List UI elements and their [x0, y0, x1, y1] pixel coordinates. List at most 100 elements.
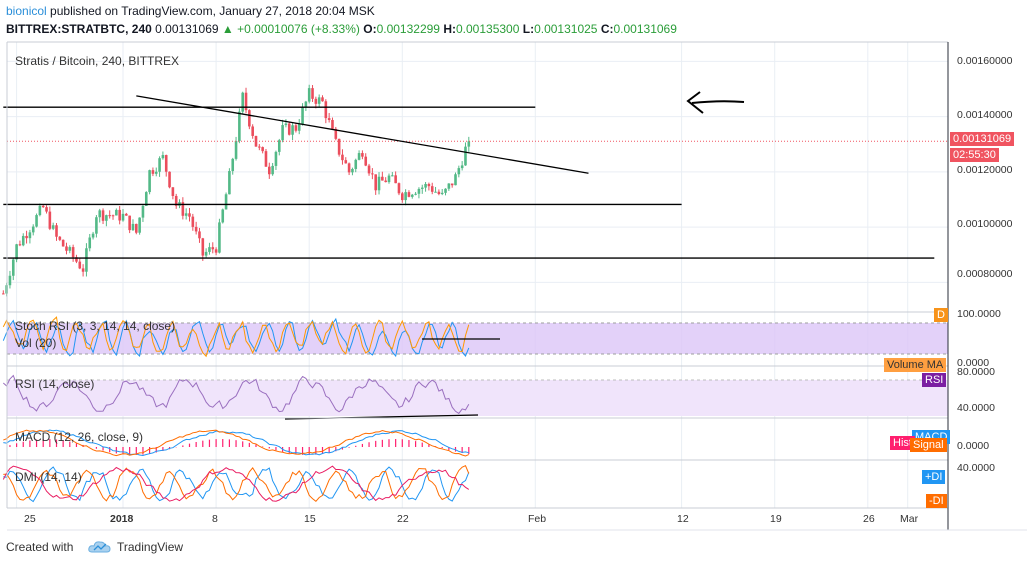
x-tick: 19: [770, 513, 782, 525]
dmi-tick: 40.0000: [957, 462, 995, 474]
candle-body: [201, 238, 205, 256]
candle-body: [311, 88, 314, 99]
candle-body: [404, 192, 407, 201]
candle-body: [91, 233, 95, 238]
candle-body: [224, 194, 228, 210]
candle-body: [457, 168, 461, 175]
candle-body: [244, 92, 248, 111]
candle-body: [277, 140, 281, 152]
plus-di-line: [3, 466, 470, 503]
open-value: 0.00132299: [376, 22, 440, 36]
candle-body: [304, 101, 308, 108]
hand-drawn-arrow-icon: [686, 91, 745, 114]
candle-body: [284, 123, 288, 126]
volume-label[interactable]: Vol (20): [15, 336, 57, 350]
plus-di-tag: +DI: [922, 470, 946, 484]
candle-body: [258, 146, 261, 148]
x-tick: 22: [397, 513, 409, 525]
hist-tag: Hist: [890, 436, 915, 450]
x-tick: 2018: [110, 513, 134, 525]
candle-body: [241, 92, 244, 112]
tradingview-link[interactable]: TradingView: [117, 540, 184, 554]
low-label: L:: [522, 22, 535, 36]
rsi-tick: 80.0000: [957, 366, 995, 378]
candle-body: [234, 141, 238, 159]
candle-body: [361, 153, 364, 157]
candle-body: [324, 101, 328, 119]
candle-body: [25, 235, 28, 239]
candle-body: [427, 183, 431, 187]
candle-body: [424, 183, 427, 188]
signal-tag: Signal: [910, 438, 947, 452]
rsi-label[interactable]: RSI (14, close): [15, 377, 95, 391]
candle-body: [151, 170, 155, 174]
candle-body: [297, 124, 301, 131]
candle-body: [108, 215, 111, 217]
candle-body: [164, 155, 168, 172]
candle-body: [111, 215, 115, 217]
price-tick: 0.00140000: [957, 109, 1013, 121]
candle-body: [81, 268, 85, 272]
candle-body: [381, 176, 384, 181]
candle-body: [387, 175, 391, 183]
candle-body: [271, 165, 274, 175]
last-price: 0.00131069: [155, 22, 219, 36]
candle-body: [38, 205, 42, 216]
candle-body: [31, 226, 35, 233]
macd-line: [3, 429, 469, 457]
candle-body: [204, 251, 208, 256]
x-tick: 8: [212, 513, 218, 525]
stoch-tick: 100.0000: [957, 308, 1001, 320]
candle-body: [8, 275, 12, 286]
candle-body: [208, 247, 211, 252]
tradingview-cloud-icon: [88, 541, 111, 553]
candle-body: [364, 156, 368, 166]
candle-body: [357, 153, 361, 160]
countdown-tag: 02:55:30: [950, 148, 999, 162]
x-tick: 12: [677, 513, 689, 525]
candle-body: [410, 194, 414, 197]
high-value: 0.00135300: [456, 22, 520, 36]
candle-body: [18, 244, 22, 246]
candle-body: [420, 187, 424, 189]
candle-body: [391, 175, 394, 177]
minus-di-tag: -DI: [926, 494, 947, 508]
candle-body: [158, 158, 161, 172]
candle-body: [68, 247, 72, 251]
price-tick: 0.00080000: [957, 268, 1013, 280]
signal-line: [3, 429, 469, 457]
dmi-label[interactable]: DMI (14, 14): [15, 470, 82, 484]
drawn-line: [136, 95, 589, 174]
candle-body: [154, 171, 158, 174]
candle-body: [228, 171, 231, 195]
candle-body: [41, 205, 45, 208]
close-value: 0.00131069: [613, 22, 677, 36]
stoch-tick: 0.0000: [957, 357, 990, 369]
symbol-label: BITTREX:STRATBTC, 240: [6, 22, 152, 36]
last-price-tag: 0.00131069: [950, 132, 1015, 146]
candle-body: [131, 223, 135, 231]
candle-body: [78, 261, 82, 269]
macd-label[interactable]: MACD (12, 26, close, 9): [15, 430, 144, 444]
candle-body: [184, 213, 188, 216]
candle-body: [274, 151, 278, 166]
candle-body: [268, 166, 271, 175]
candle-body: [45, 207, 48, 212]
stoch-rsi-label[interactable]: Stoch RSI (3, 3, 14, 14, close): [15, 319, 176, 333]
stoch-d-line: [2, 316, 470, 358]
macd-tick: 0.0000: [957, 440, 990, 452]
candle-body: [281, 125, 284, 141]
volume-ma-tag: Volume MA: [884, 358, 947, 372]
drawn-lines: [3, 95, 948, 420]
price-tick: 0.00100000: [957, 218, 1013, 230]
candle-body: [125, 213, 128, 216]
candle-body: [454, 174, 457, 186]
candle-body: [347, 163, 351, 173]
rsi-tag: RSI: [922, 373, 947, 387]
publisher-name[interactable]: bionicol: [6, 4, 47, 18]
change-arrow-icon: ▲: [221, 22, 234, 36]
published-line: bionicol published on TradingView.com, J…: [6, 4, 375, 18]
candle-body: [48, 211, 52, 229]
candle-body: [75, 257, 78, 262]
